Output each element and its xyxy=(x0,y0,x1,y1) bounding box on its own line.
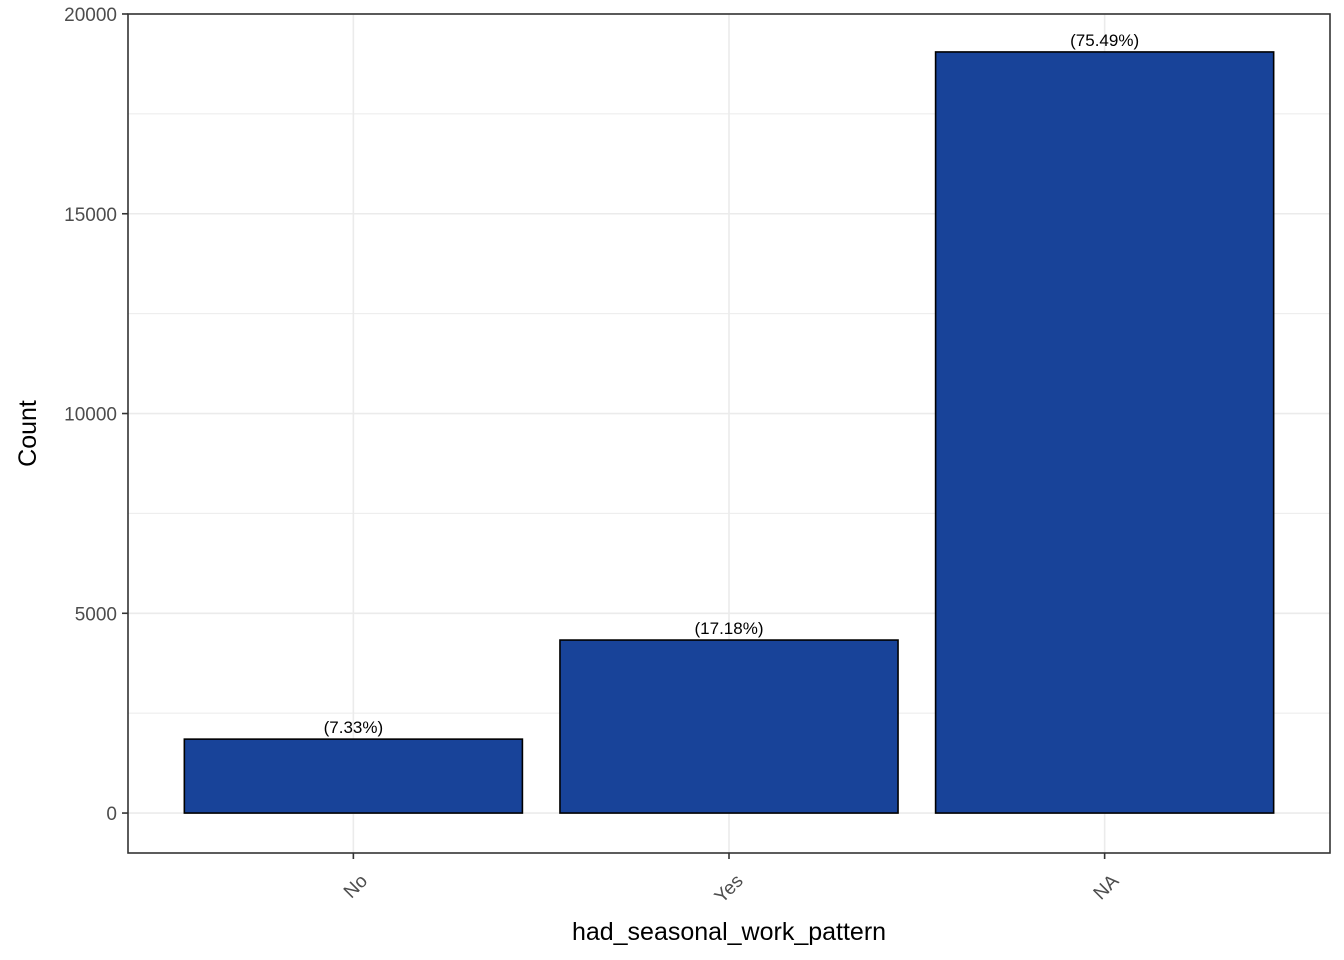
bar-value-label: (75.49%) xyxy=(1070,31,1139,50)
y-tick-label: 0 xyxy=(106,804,117,825)
bar-na xyxy=(934,51,1275,814)
bar-value-label: (7.33%) xyxy=(324,718,384,737)
y-axis-title: Count xyxy=(14,400,42,467)
y-tick-label: 15000 xyxy=(64,205,117,226)
y-tick-label: 10000 xyxy=(64,405,117,426)
y-tick-label: 20000 xyxy=(64,5,117,26)
y-axis: 0 5000 10000 15000 20000 xyxy=(64,5,128,825)
bar-no xyxy=(183,738,524,814)
bar-yes xyxy=(559,639,899,814)
bars xyxy=(183,51,1275,814)
bar-value-labels: (7.33%) (17.18%) (75.49%) xyxy=(324,31,1140,737)
y-tick-label: 5000 xyxy=(75,604,117,625)
x-tick-label: NA xyxy=(1090,871,1124,905)
x-tick-label: Yes xyxy=(711,871,748,908)
x-axis: No Yes NA xyxy=(340,853,1124,908)
x-axis-title: had_seasonal_work_pattern xyxy=(572,918,886,946)
x-tick-label: No xyxy=(340,871,372,903)
bar-value-label: (17.18%) xyxy=(695,619,764,638)
